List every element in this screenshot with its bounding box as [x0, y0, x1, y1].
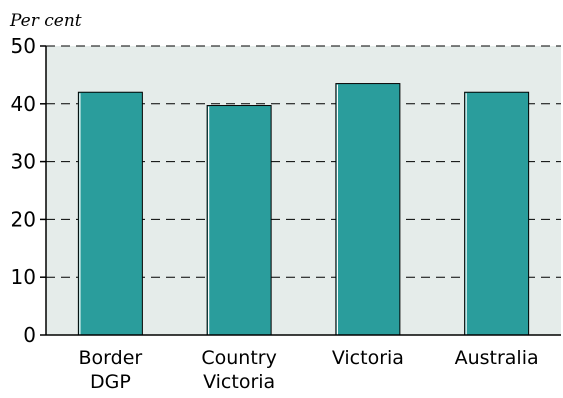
y-tick-label: 40: [11, 92, 36, 116]
bar: [206, 105, 272, 336]
gridlines: [40, 45, 561, 336]
x-category-label: Victoria: [332, 347, 404, 369]
y-axis-unit-label: Per cent: [9, 11, 82, 31]
x-category-label: Border: [79, 347, 143, 369]
y-tick-label: 50: [11, 34, 36, 58]
y-tick-label: 0: [23, 323, 36, 347]
x-category-label: Victoria: [203, 371, 275, 393]
y-tick-label: 20: [11, 207, 36, 231]
y-tick-label: 30: [11, 150, 36, 174]
bars: [77, 83, 530, 336]
y-tick-label: 10: [11, 265, 36, 289]
x-category-label: Country: [201, 347, 276, 369]
y-axis-ticks: 0 10 20 30 40 50: [11, 34, 36, 347]
x-category-label: DGP: [90, 371, 131, 393]
bar: [335, 83, 401, 336]
x-category-label: Australia: [455, 347, 539, 369]
bar: [77, 91, 143, 336]
bar: [464, 91, 530, 336]
